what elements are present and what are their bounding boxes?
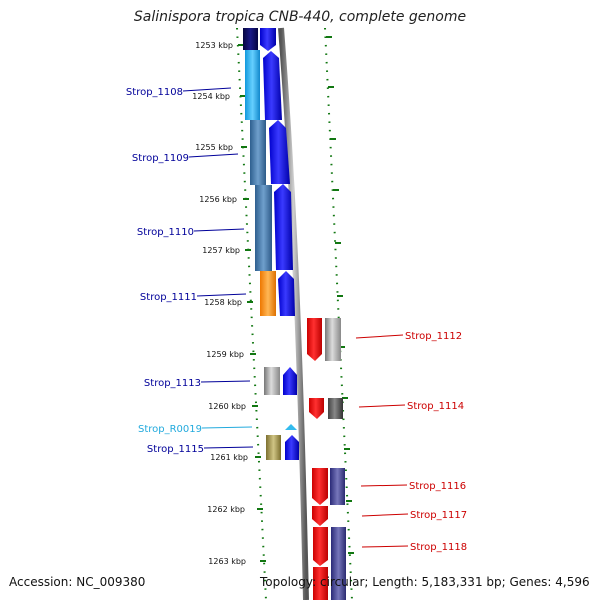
- gene-label: Strop_1110: [137, 227, 194, 238]
- scale-tick-label: 1260 kbp: [208, 402, 246, 411]
- cds-arrow: [307, 318, 322, 361]
- gene-label: Strop_R0019: [138, 424, 202, 435]
- gene-label: Strop_1113: [144, 378, 201, 389]
- genome-backbone: [278, 27, 309, 600]
- scale-tick-label: 1253 kbp: [195, 41, 233, 50]
- cog-block-steelblue: [255, 185, 272, 271]
- cds-arrow: [313, 527, 328, 566]
- cog-block-navy: [243, 28, 258, 50]
- cds-arrow: [263, 51, 282, 120]
- cog-block-gray: [325, 318, 341, 361]
- cds-arrow: [269, 120, 290, 184]
- scale-tick-label: 1256 kbp: [199, 195, 237, 204]
- gene-label: Strop_1108: [126, 87, 183, 98]
- inner-scale-ring: [236, 27, 267, 600]
- cog-block-lightblue: [245, 50, 260, 120]
- scale-tick-label: 1262 kbp: [207, 505, 245, 514]
- cog-block-olive: [266, 435, 281, 460]
- cog-block-slate: [331, 527, 346, 600]
- map-title: Salinispora tropica CNB-440, complete ge…: [133, 9, 467, 25]
- scale-tick-label: 1258 kbp: [204, 298, 242, 307]
- gene-label: Strop_1118: [410, 542, 467, 553]
- gene-label: Strop_1112: [405, 331, 462, 342]
- cds-arrow: [260, 28, 276, 51]
- cds-arrow: [278, 271, 295, 316]
- cog-block-slate: [330, 468, 345, 505]
- cog-block-darkgray: [328, 398, 343, 419]
- cds-arrow: [285, 435, 299, 460]
- scale-tick-label: 1254 kbp: [192, 92, 230, 101]
- accession-text: Accession: NC_009380: [9, 575, 146, 589]
- cds-arrow: [283, 367, 297, 395]
- cog-block-steelblue: [250, 120, 266, 185]
- cds-arrow: [312, 506, 328, 526]
- gene-label: Strop_1117: [410, 510, 467, 521]
- gene-label: Strop_1116: [409, 481, 466, 492]
- scale-tick-labels: 1253 kbp 1254 kbp 1255 kbp 1256 kbp 1257…: [192, 41, 248, 566]
- topology-text: Topology: circular; Length: 5,183,331 bp…: [260, 575, 590, 589]
- rna-feature: [285, 424, 297, 430]
- scale-tick-label: 1255 kbp: [195, 143, 233, 152]
- cog-feature-track: [243, 28, 281, 460]
- inner-ticks: [238, 44, 266, 562]
- gene-label: Strop_1109: [132, 153, 189, 164]
- forward-cds-track: [260, 28, 299, 460]
- cds-arrow: [309, 398, 324, 419]
- scale-tick-label: 1259 kbp: [206, 350, 244, 359]
- outer-scale-ring: [324, 27, 353, 600]
- gene-label: Strop_1111: [140, 292, 197, 303]
- scale-tick-label: 1257 kbp: [202, 246, 240, 255]
- reverse-cds-track: [307, 318, 346, 600]
- cog-block-gray: [264, 367, 280, 395]
- scale-tick-label: 1263 kbp: [208, 557, 246, 566]
- scale-tick-label: 1261 kbp: [210, 453, 248, 462]
- cog-block-orange: [260, 271, 276, 316]
- label-leaders: [182, 87, 409, 548]
- gene-label: Strop_1115: [147, 444, 204, 455]
- cds-arrow: [312, 468, 328, 505]
- gene-labels: Strop_1108 Strop_1109 Strop_1110 Strop_1…: [126, 87, 467, 553]
- cds-arrow: [274, 184, 293, 270]
- gene-label: Strop_1114: [407, 401, 464, 412]
- cds-arrow: [313, 567, 328, 600]
